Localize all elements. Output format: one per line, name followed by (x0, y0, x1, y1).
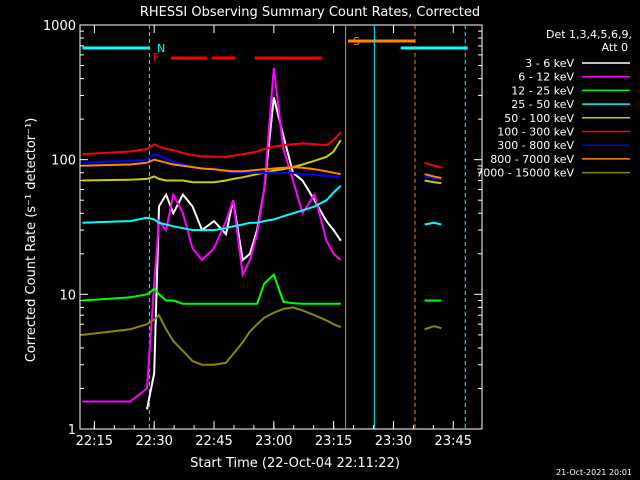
legend-label: 12 - 25 keV (511, 84, 574, 97)
legend-label: 6 - 12 keV (518, 71, 574, 84)
x-tick-label: 22:30 (135, 434, 172, 449)
x-tick-label: 23:15 (315, 434, 352, 449)
series-line-late-100-300 (424, 161, 442, 169)
footer-date: 21-Oct-2021 20:01 (556, 468, 632, 477)
y-tick-label: 1000 (43, 19, 76, 34)
x-tick-label: 23:30 (375, 434, 412, 449)
legend-label: 800 - 7000 keV (490, 153, 574, 166)
plot-frame (79, 24, 483, 430)
y-tick-label: 100 (51, 154, 76, 169)
legend-label: 7000 - 15000 keV (476, 167, 574, 180)
x-tick-label: 23:00 (255, 434, 292, 449)
series-line-late-300-800 (424, 175, 442, 180)
series-line-7000-15000 (82, 306, 342, 366)
series-line-100-300 (82, 131, 342, 158)
series-line-late-7000-15000 (424, 325, 442, 331)
flag-n-label: N (157, 42, 165, 55)
series-line-late-800-7000 (424, 173, 442, 180)
legend-label: 300 - 800 keV (497, 139, 574, 152)
series-line-25-50 (82, 185, 342, 232)
x-tick-label: 22:45 (195, 434, 232, 449)
legend-label: 100 - 300 keV (497, 126, 574, 139)
series-line-late-25-50 (424, 221, 442, 226)
legend-label: 25 - 50 keV (511, 98, 574, 111)
series-line-800-7000 (82, 158, 342, 176)
flag-f-label: F (153, 51, 159, 64)
legend-label: 50 - 100 keV (504, 112, 574, 125)
series-line-6-12 (82, 67, 342, 403)
series-line-late-50-100 (424, 179, 442, 185)
series-line-50-100 (82, 139, 342, 184)
legend-title-line2: Att 0 (602, 41, 628, 54)
chart-title: RHESSI Observing Summary Count Rates, Co… (140, 5, 480, 20)
x-tick-label: 22:15 (76, 434, 113, 449)
x-axis-label: Start Time (22-Oct-04 22:11:22) (190, 456, 400, 471)
series-line-12-25 (82, 272, 341, 305)
legend-title-line1: Det 1,3,4,5,6,9, (546, 28, 632, 41)
y-tick-label: 10 (59, 288, 76, 303)
x-tick-label: 23:45 (435, 434, 472, 449)
y-tick-label: 1 (68, 423, 76, 438)
y-axis-label: Corrected Count Rate (s⁻¹ detector⁻¹) (24, 118, 39, 363)
series-line-300-800 (82, 153, 341, 179)
legend-label: 3 - 6 keV (525, 57, 574, 70)
